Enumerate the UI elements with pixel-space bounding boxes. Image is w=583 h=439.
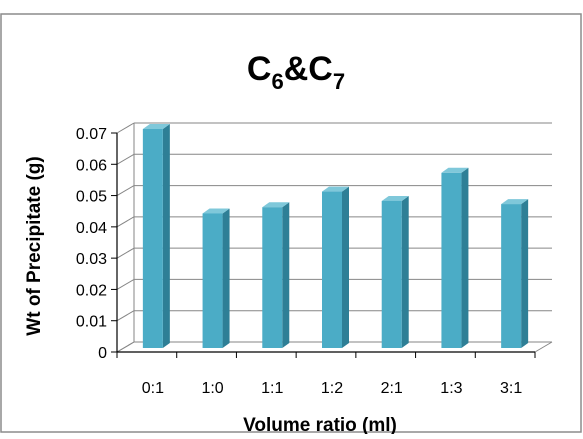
bar-layer [142,124,529,348]
bar-top [441,167,469,173]
x-tick-label: 1:1 [261,380,283,397]
bar [381,200,402,348]
y-axis-label: Wt of Precipitate (g) [24,156,45,335]
x-tick-label: 3:1 [500,380,522,397]
gridline-diagonal [116,153,135,165]
gridline-diagonal [116,185,135,197]
x-tick-label: 1:0 [201,380,223,397]
bar-side [222,208,230,348]
x-tick-label: 1:2 [321,380,343,397]
gridline-diagonal [116,216,135,228]
bar-top [202,208,230,214]
chart-title: C6&C7 [247,50,345,94]
bar-side [401,195,409,348]
bar-top [381,195,409,201]
y-tick-label: 0.02 [76,282,107,299]
y-tick-label: 0.01 [76,314,107,331]
gridline-diagonal [116,278,135,290]
gridline-diagonal [116,310,135,322]
bar-side [521,199,529,348]
x-axis-label: Volume ratio (ml) [243,415,397,434]
y-tick-label: 0 [98,345,107,362]
bar-top [322,186,349,192]
floor-right-edge [534,341,553,353]
bar [501,204,522,348]
floor-left-edge [116,341,135,353]
y-tick-label: 0.03 [76,251,107,268]
bar-side [461,167,469,348]
x-tick-label: 2:1 [381,380,403,397]
chart-border [0,13,582,433]
bar [202,213,223,348]
x-tick-label: 0:1 [142,380,164,397]
bar-side [162,124,170,348]
x-tick-labels: 0:1 1:0 1:1 1:2 2:1 1:3 3:1 [142,380,523,397]
bar-side [282,202,290,348]
bar [322,191,342,348]
bar-top [142,124,170,129]
bar-top [501,199,529,205]
x-tick-label: 1:3 [440,380,462,397]
bar [142,129,163,348]
bar [262,207,283,348]
y-tick-label: 0.05 [76,189,107,206]
bar-side [342,186,349,348]
gridline-diagonal [116,122,135,134]
bar-top [262,202,290,208]
y-tick-label: 0.04 [76,220,107,237]
y-tick-labels: 0 0.01 0.02 0.03 0.04 0.05 0.06 0.07 [76,126,107,362]
y-tick-label: 0.07 [76,126,107,143]
gridline-diagonal [116,247,135,259]
bar [441,172,462,348]
axis-layer [111,123,553,358]
y-tick-label: 0.06 [76,157,107,174]
